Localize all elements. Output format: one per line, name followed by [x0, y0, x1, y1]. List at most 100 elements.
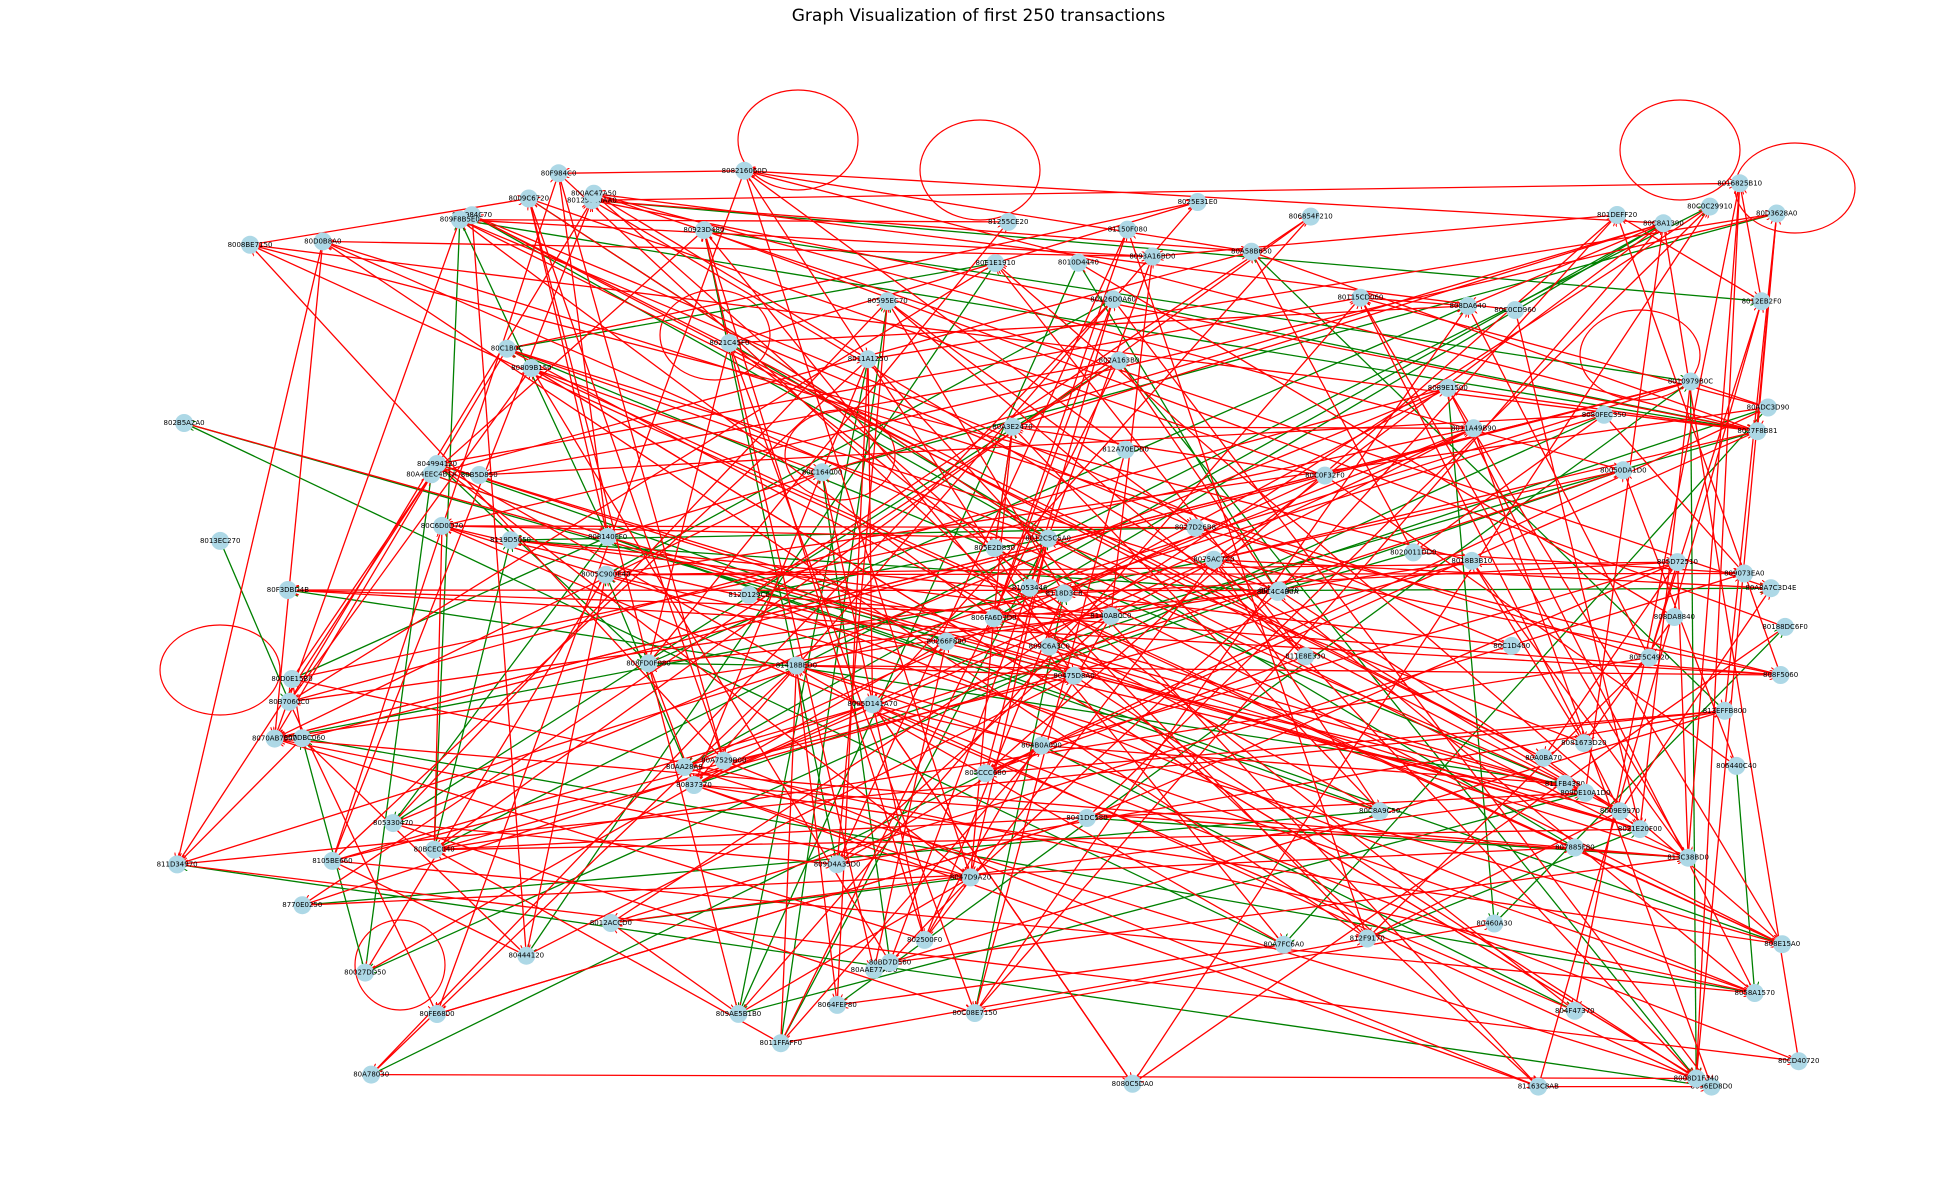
- edge: [873, 704, 1799, 1062]
- edge: [744, 171, 1252, 253]
- edge: [1689, 381, 1697, 1079]
- graph-node: 80E1E1910: [975, 254, 1016, 273]
- node-label: 80A7FC6A0: [1263, 941, 1304, 949]
- node-label: 8021C45F0: [709, 339, 749, 347]
- edge: [986, 430, 1758, 773]
- node-label: 8021E20F00: [1618, 825, 1662, 833]
- edge: [994, 299, 1114, 618]
- node-label: 8005C900E40: [581, 571, 630, 579]
- node-circle: [1274, 935, 1293, 954]
- edge: [1048, 539, 1689, 859]
- node-circle: [293, 896, 312, 915]
- node-circle: [1186, 518, 1205, 537]
- node-circle: [313, 232, 332, 251]
- graph-node: 811D34970: [157, 855, 198, 874]
- edge: [392, 822, 975, 1013]
- graph-node: 80D0B8A0: [304, 232, 341, 251]
- node-label: 80ADC3D90: [1747, 404, 1790, 412]
- node-circle: [1003, 417, 1022, 436]
- graph-node: 80FE6800: [419, 1005, 455, 1023]
- node-circle: [428, 1005, 446, 1023]
- edge: [507, 349, 1381, 812]
- node-label: 805D72510: [1657, 558, 1698, 566]
- node-label: 808216060D: [722, 167, 767, 175]
- edge: [1584, 616, 1675, 743]
- graph-node: 81163C8AB: [1518, 1077, 1559, 1096]
- node-circle: [1404, 543, 1423, 562]
- node-label: 80A0BA70: [1525, 754, 1562, 762]
- edge: [780, 301, 888, 1044]
- edge: [437, 464, 1641, 830]
- edge: [1740, 183, 1763, 302]
- graph-node: 80A8A7C3D4E: [1745, 579, 1796, 598]
- node-label: 8770E0250: [282, 901, 322, 909]
- graph-node: 808F5060: [1763, 666, 1798, 684]
- edge: [275, 219, 461, 739]
- graph-node: 80C0C29910: [1687, 197, 1733, 216]
- node-label: 80C0CD960: [1494, 306, 1536, 314]
- edge: [1687, 183, 1740, 858]
- node-circle: [450, 210, 469, 229]
- edge: [183, 422, 1640, 829]
- graph-node: 8118D3C8: [1046, 584, 1083, 603]
- edge: [460, 220, 1009, 222]
- graph-node: 80595EC70: [867, 292, 908, 311]
- edge: [177, 864, 1712, 1088]
- node-circle: [1702, 1077, 1721, 1096]
- node-circle: [1610, 802, 1629, 821]
- node-label: 808FD0F080: [626, 659, 671, 667]
- edge: [684, 766, 1696, 1079]
- node-circle: [1614, 461, 1633, 480]
- node-label: 80A8A7C3D4E: [1745, 584, 1796, 592]
- edge: [289, 592, 1065, 701]
- node-circle: [1116, 440, 1135, 459]
- edge: [738, 298, 1361, 1015]
- graph-node: 80D3628A0: [1756, 204, 1797, 223]
- edge: [1086, 562, 1677, 819]
- node-label: 8089E1500: [1428, 384, 1468, 392]
- edge: [1691, 382, 1769, 409]
- edge: [1284, 407, 1769, 945]
- edge: [1324, 475, 1737, 766]
- node-label: 8025E31E0: [1178, 198, 1218, 206]
- edge: [529, 199, 725, 761]
- edge-layer: [177, 171, 1799, 1087]
- edge: [1213, 559, 1380, 812]
- edge: [606, 574, 1745, 575]
- edge: [370, 773, 985, 1076]
- edge: [177, 473, 432, 864]
- graph-node: 8047D9A20: [950, 868, 991, 887]
- graph-node: 8036ED8D0: [1691, 1077, 1732, 1096]
- graph-node: 80B7060C0: [269, 692, 310, 711]
- edge: [693, 784, 1538, 1087]
- node-label: 802B5A2A0: [164, 419, 205, 427]
- graph-node: 808E15A0: [1764, 935, 1800, 954]
- node-circle: [878, 292, 897, 311]
- edge: [974, 306, 1468, 1014]
- node-circle: [1640, 648, 1659, 667]
- node-circle: [1055, 584, 1074, 603]
- edge: [1279, 551, 1414, 590]
- edge: [471, 215, 526, 956]
- node-circle: [517, 946, 536, 965]
- edge: [605, 562, 1678, 576]
- edge: [479, 361, 1119, 476]
- edge: [974, 593, 1064, 1014]
- graph-node: 808DA640: [1450, 296, 1486, 315]
- node-circle: [598, 527, 617, 546]
- edge: [302, 470, 1623, 906]
- node-label: 8118D3C8: [1046, 589, 1083, 597]
- node-label: 8008BE7150: [228, 241, 273, 249]
- graph-node: 8011FFAFF0: [760, 1034, 802, 1053]
- edge: [1041, 562, 1678, 747]
- node-label: 81255CE20: [988, 218, 1029, 226]
- node-circle: [280, 692, 299, 711]
- node-circle: [1715, 701, 1734, 720]
- edge: [704, 230, 926, 941]
- node-circle: [965, 1004, 984, 1022]
- node-label: 805E2D830: [974, 544, 1015, 552]
- node-label: 80A3E2470: [992, 423, 1032, 431]
- node-circle: [740, 586, 759, 604]
- edge: [1112, 299, 1711, 1086]
- node-circle: [283, 670, 301, 688]
